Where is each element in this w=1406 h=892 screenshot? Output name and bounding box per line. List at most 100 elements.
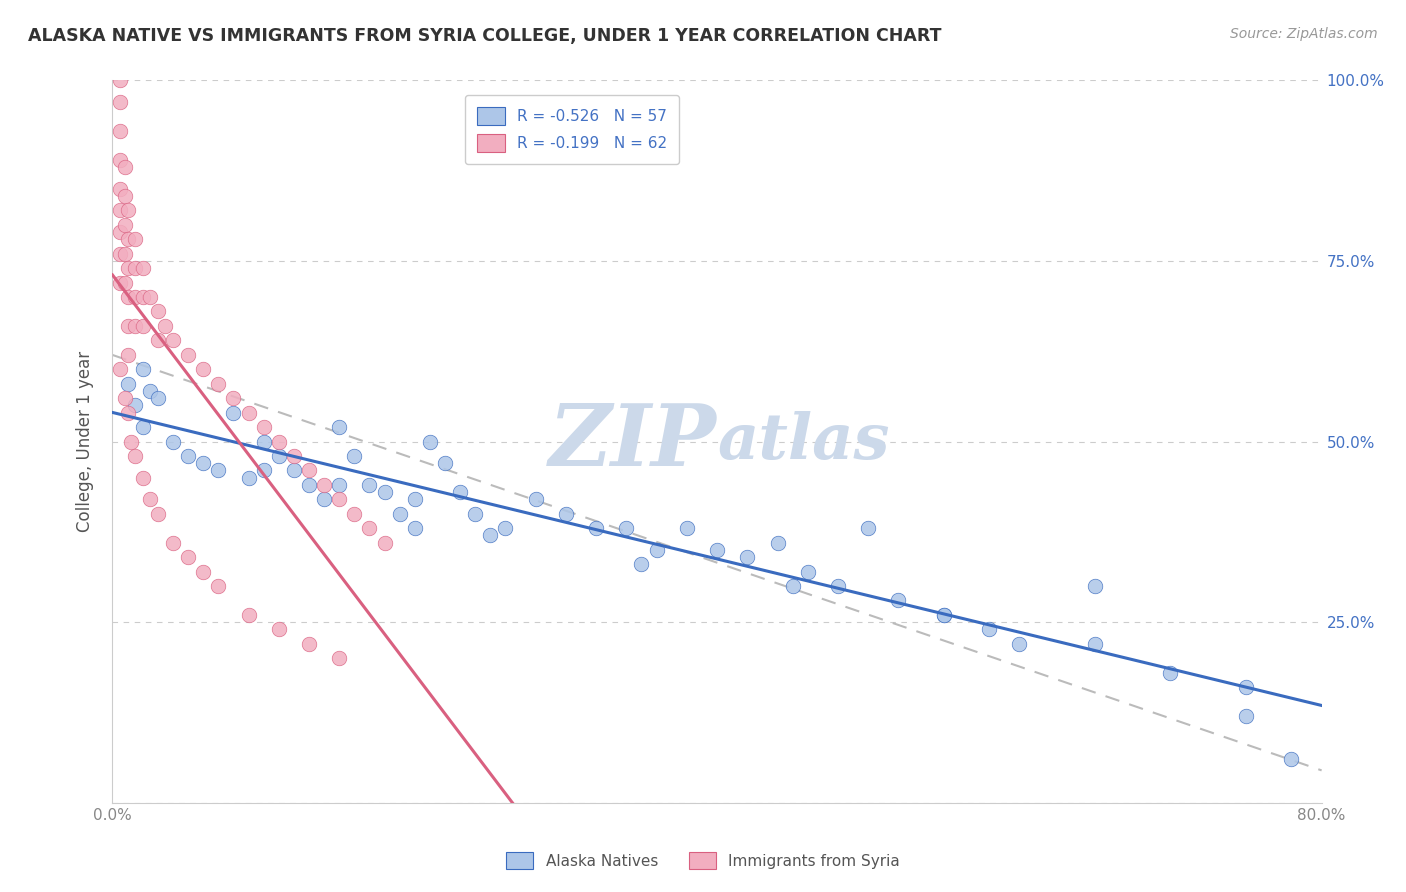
Point xyxy=(283,463,305,477)
Point xyxy=(191,362,214,376)
Point xyxy=(782,579,804,593)
Point xyxy=(120,434,142,449)
Point xyxy=(887,593,910,607)
Point xyxy=(630,558,652,572)
Y-axis label: College, Under 1 year: College, Under 1 year xyxy=(76,351,94,533)
Point xyxy=(114,189,136,203)
Point xyxy=(706,542,728,557)
Point xyxy=(359,478,381,492)
Point xyxy=(404,521,426,535)
Point xyxy=(114,391,136,405)
Point xyxy=(253,434,276,449)
Point xyxy=(108,124,131,138)
Point xyxy=(132,318,155,333)
Point xyxy=(132,470,155,484)
Point xyxy=(856,521,880,535)
Point xyxy=(524,492,547,507)
Point xyxy=(1279,752,1302,766)
Point xyxy=(827,579,849,593)
Point xyxy=(222,391,245,405)
Point xyxy=(932,607,955,622)
Text: ZIP: ZIP xyxy=(550,400,717,483)
Point xyxy=(388,507,411,521)
Point xyxy=(114,276,136,290)
Point xyxy=(1234,680,1257,694)
Point xyxy=(1159,665,1181,680)
Point xyxy=(162,434,184,449)
Point xyxy=(766,535,789,549)
Text: ALASKA NATIVE VS IMMIGRANTS FROM SYRIA COLLEGE, UNDER 1 YEAR CORRELATION CHART: ALASKA NATIVE VS IMMIGRANTS FROM SYRIA C… xyxy=(28,27,942,45)
Point xyxy=(124,318,146,333)
Point xyxy=(267,434,290,449)
Point xyxy=(177,449,200,463)
Point xyxy=(108,203,131,218)
Legend: Alaska Natives, Immigrants from Syria: Alaska Natives, Immigrants from Syria xyxy=(499,846,907,875)
Point xyxy=(117,348,139,362)
Point xyxy=(479,528,502,542)
Point xyxy=(253,463,276,477)
Point xyxy=(238,470,260,484)
Point xyxy=(139,384,162,398)
Point xyxy=(124,232,146,246)
Point xyxy=(464,507,486,521)
Point xyxy=(146,334,169,348)
Point xyxy=(495,521,517,535)
Point xyxy=(298,478,321,492)
Point xyxy=(238,406,260,420)
Point xyxy=(328,478,350,492)
Point xyxy=(374,485,396,500)
Point xyxy=(1084,579,1107,593)
Point xyxy=(267,449,290,463)
Point xyxy=(114,246,136,260)
Point xyxy=(737,550,759,565)
Point xyxy=(132,290,155,304)
Point xyxy=(139,290,162,304)
Point xyxy=(108,362,131,376)
Point xyxy=(124,449,146,463)
Point xyxy=(267,623,290,637)
Point xyxy=(207,579,229,593)
Point xyxy=(1008,637,1031,651)
Point xyxy=(298,637,321,651)
Point xyxy=(238,607,260,622)
Point xyxy=(796,565,818,579)
Point xyxy=(132,420,155,434)
Point xyxy=(108,246,131,260)
Point xyxy=(585,521,607,535)
Point xyxy=(328,420,350,434)
Point xyxy=(146,391,169,405)
Point xyxy=(155,318,177,333)
Point xyxy=(117,232,139,246)
Point xyxy=(554,507,576,521)
Point xyxy=(108,182,131,196)
Legend: R = -0.526   N = 57, R = -0.199   N = 62: R = -0.526 N = 57, R = -0.199 N = 62 xyxy=(465,95,679,164)
Point xyxy=(977,623,1000,637)
Point xyxy=(177,550,200,565)
Point xyxy=(132,362,155,376)
Point xyxy=(108,153,131,167)
Point xyxy=(328,492,350,507)
Point xyxy=(108,276,131,290)
Point xyxy=(132,261,155,276)
Point xyxy=(207,376,229,391)
Point xyxy=(124,398,146,412)
Point xyxy=(124,290,146,304)
Point xyxy=(117,318,139,333)
Point xyxy=(433,456,456,470)
Point xyxy=(298,463,321,477)
Point xyxy=(616,521,638,535)
Point xyxy=(162,334,184,348)
Point xyxy=(191,565,214,579)
Point xyxy=(359,521,381,535)
Point xyxy=(114,160,136,174)
Point xyxy=(419,434,441,449)
Point xyxy=(675,521,697,535)
Point xyxy=(177,348,200,362)
Point xyxy=(343,449,366,463)
Point xyxy=(146,507,169,521)
Point xyxy=(645,542,668,557)
Point xyxy=(314,478,336,492)
Point xyxy=(117,406,139,420)
Point xyxy=(207,463,229,477)
Point xyxy=(146,304,169,318)
